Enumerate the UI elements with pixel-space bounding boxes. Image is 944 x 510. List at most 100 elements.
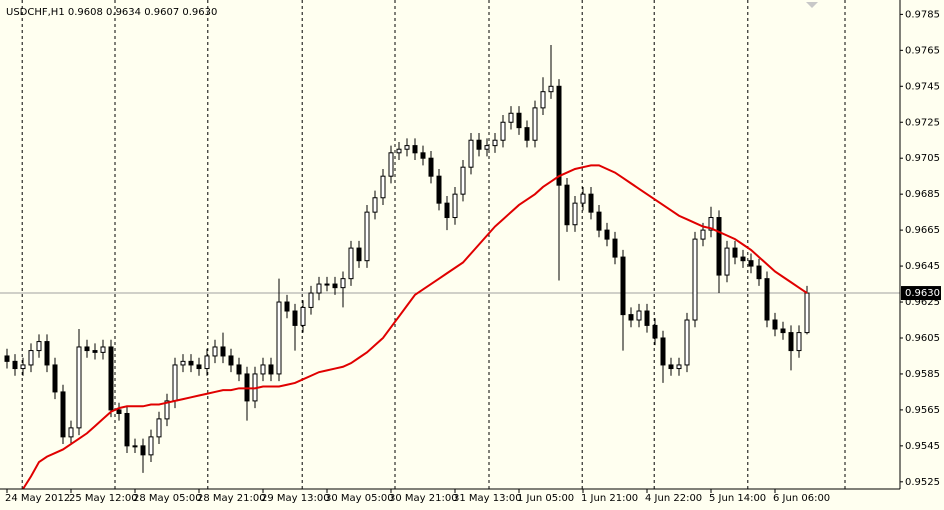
candle-body: [196, 364, 202, 370]
candle-body: [100, 346, 106, 353]
candle-body: [516, 112, 522, 129]
candle-body: [484, 145, 490, 150]
candle-body: [724, 247, 730, 276]
candle-body: [732, 247, 738, 258]
candle-body: [452, 193, 458, 219]
x-tick-label: 4 Jun 22:00: [645, 493, 702, 504]
y-tick-label: 0.9685: [905, 189, 940, 200]
candle-body: [620, 256, 626, 316]
x-tick-label: 31 May 13:00: [453, 493, 522, 504]
candle-body: [796, 332, 802, 352]
candle-body: [476, 139, 482, 150]
candle-body: [492, 139, 498, 147]
candle-body: [788, 332, 794, 352]
candle-body: [372, 197, 378, 213]
x-tick-label: 28 May 05:00: [133, 493, 202, 504]
x-tick-label: 29 May 13:00: [261, 493, 330, 504]
candle-body: [316, 283, 322, 294]
candle-body: [604, 229, 610, 240]
y-tick-label: 0.9585: [905, 369, 940, 380]
candle-body: [740, 256, 746, 262]
y-tick-label: 0.9725: [905, 117, 940, 128]
candle-body: [508, 112, 514, 123]
y-tick-label: 0.9625: [905, 297, 940, 308]
candle-body: [684, 319, 690, 366]
candle-body: [308, 292, 314, 308]
candle-body: [300, 306, 306, 326]
candle-body: [36, 341, 42, 352]
candle-body: [180, 360, 186, 366]
candle-body: [428, 157, 434, 177]
candle-body: [404, 145, 410, 150]
candle-body: [500, 121, 506, 141]
candle-body: [92, 350, 98, 353]
candle-body: [436, 175, 442, 204]
candle-body: [764, 278, 770, 321]
candle-body: [628, 314, 634, 321]
candle-body: [572, 202, 578, 226]
y-tick-label: 0.9645: [905, 261, 940, 272]
x-tick-label: 24 May 2012: [5, 493, 70, 504]
candle-body: [140, 445, 146, 456]
x-tick-label: 1 Jun 05:00: [517, 493, 574, 504]
candle-body: [124, 412, 130, 447]
y-tick-label: 0.9605: [905, 333, 940, 344]
chart-title: USDCHF,H1 0.9608 0.9634 0.9607 0.9630: [6, 7, 217, 18]
candle-body: [348, 247, 354, 280]
candle-body: [228, 355, 234, 366]
x-tick-label: 28 May 21:00: [197, 493, 266, 504]
y-tick-label: 0.9785: [905, 9, 940, 20]
candle-body: [700, 229, 706, 240]
candle-body: [356, 247, 362, 262]
candle-body: [68, 427, 74, 438]
x-tick-label: 25 May 12:00: [69, 493, 138, 504]
candle-body: [716, 217, 722, 276]
current-price-box: [901, 286, 941, 301]
candle-body: [260, 364, 266, 375]
candle-body: [556, 85, 562, 186]
candle-body: [380, 175, 386, 199]
candle-body: [204, 355, 210, 370]
candle-body: [172, 364, 178, 402]
current-price-label: 0.9630: [905, 288, 940, 299]
candle-body: [412, 145, 418, 154]
candle-body: [220, 346, 226, 357]
candle-body: [748, 260, 754, 267]
candle-body: [28, 350, 34, 366]
candle-body: [540, 91, 546, 109]
candle-body: [636, 310, 642, 321]
candle-body: [268, 364, 274, 375]
candle-body: [212, 346, 218, 357]
candle-body: [548, 85, 554, 93]
candle-body: [564, 184, 570, 226]
candle-body: [60, 391, 66, 438]
candle-body: [20, 364, 26, 370]
candle-body: [116, 409, 122, 414]
candle-body: [468, 139, 474, 168]
y-tick-label: 0.9565: [905, 405, 940, 416]
candle-body: [460, 166, 466, 195]
plot: [4, 44, 810, 490]
candle-body: [420, 152, 426, 159]
candle-body: [4, 355, 10, 362]
candle-body: [780, 328, 786, 334]
candle-body: [444, 202, 450, 219]
candle-body: [164, 400, 170, 420]
candle-body: [612, 238, 618, 258]
candle-body: [588, 193, 594, 213]
grid: [0, 0, 900, 489]
candle-body: [692, 238, 698, 321]
candle-body: [676, 364, 682, 370]
x-tick-label: 30 May 21:00: [389, 493, 458, 504]
candle-body: [756, 265, 762, 280]
candle-body: [324, 283, 330, 286]
candle-body: [660, 337, 666, 366]
candle-body: [596, 211, 602, 231]
x-tick-label: 30 May 05:00: [325, 493, 394, 504]
candle-body: [644, 310, 650, 326]
candle-body: [276, 301, 282, 375]
candle-body: [108, 346, 114, 411]
candle-body: [652, 324, 658, 339]
x-tick-label: 6 Jun 06:00: [773, 493, 830, 504]
